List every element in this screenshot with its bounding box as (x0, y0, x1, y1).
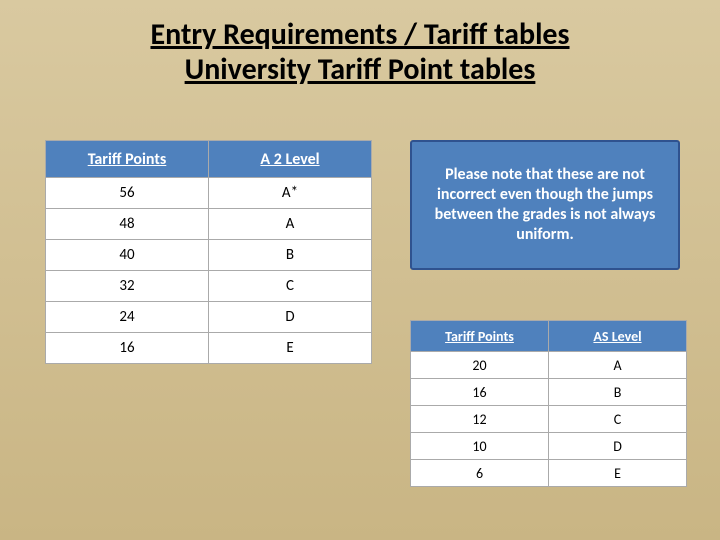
table-row: 12C (411, 406, 687, 433)
cell: C (209, 271, 372, 302)
cell: 6 (411, 460, 549, 487)
cell: 20 (411, 352, 549, 379)
cell: 10 (411, 433, 549, 460)
as-tariff-table: Tariff Points AS Level 20A 16B 12C 10D 6… (410, 320, 687, 487)
table-row: 56A* (46, 178, 372, 209)
table-header-row: Tariff Points AS Level (411, 321, 687, 352)
slide: Entry Requirements / Tariff tables Unive… (0, 0, 720, 540)
a2-tariff-table: Tariff Points A 2 Level 56A* 48A 40B 32C… (45, 140, 372, 364)
a2-col-header-points: Tariff Points (46, 141, 209, 178)
cell: 56 (46, 178, 209, 209)
cell: 40 (46, 240, 209, 271)
slide-title: Entry Requirements / Tariff tables Unive… (0, 0, 720, 87)
title-line-2: University Tariff Point tables (0, 53, 720, 88)
cell: 24 (46, 302, 209, 333)
as-col-header-points: Tariff Points (411, 321, 549, 352)
table-row: 10D (411, 433, 687, 460)
table-row: 32C (46, 271, 372, 302)
table-row: 6E (411, 460, 687, 487)
cell: 48 (46, 209, 209, 240)
cell: A* (209, 178, 372, 209)
cell: D (209, 302, 372, 333)
note-box: Please note that these are not incorrect… (410, 140, 680, 270)
cell: E (209, 333, 372, 364)
cell: 12 (411, 406, 549, 433)
cell: E (549, 460, 687, 487)
table-row: 16B (411, 379, 687, 406)
cell: 16 (46, 333, 209, 364)
cell: B (549, 379, 687, 406)
note-text: Please note that these are not incorrect… (422, 165, 668, 245)
table-row: 16E (46, 333, 372, 364)
title-line-1: Entry Requirements / Tariff tables (0, 18, 720, 53)
table-row: 40B (46, 240, 372, 271)
table-row: 20A (411, 352, 687, 379)
cell: 32 (46, 271, 209, 302)
cell: A (549, 352, 687, 379)
cell: A (209, 209, 372, 240)
cell: B (209, 240, 372, 271)
a2-col-header-level: A 2 Level (209, 141, 372, 178)
cell: C (549, 406, 687, 433)
table-row: 48A (46, 209, 372, 240)
as-col-header-level: AS Level (549, 321, 687, 352)
table-header-row: Tariff Points A 2 Level (46, 141, 372, 178)
table-row: 24D (46, 302, 372, 333)
cell: 16 (411, 379, 549, 406)
cell: D (549, 433, 687, 460)
